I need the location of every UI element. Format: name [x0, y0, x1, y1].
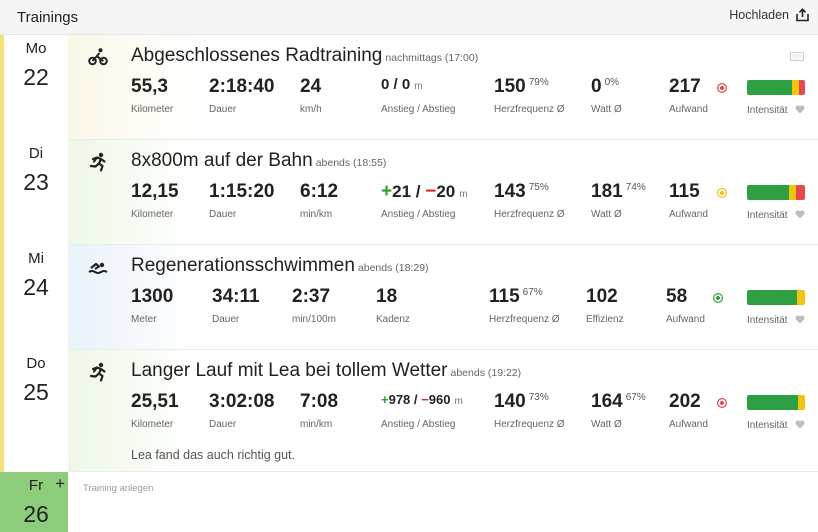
intensity-segment — [747, 80, 793, 95]
metric-watt: 0 0% Watt Ø — [591, 76, 622, 115]
bike-icon — [88, 48, 108, 66]
heart-icon[interactable] — [795, 105, 805, 114]
date-cell[interactable]: Mo 22 — [0, 35, 68, 140]
intensity-segment — [796, 290, 805, 305]
heart-icon[interactable] — [795, 210, 805, 219]
day-row: Di 23 8x800m auf der Bahn abends (18:55) … — [0, 140, 818, 245]
intensity-bar — [747, 80, 805, 95]
training-name[interactable]: Abgeschlossenes Radtraining — [131, 45, 383, 66]
weekday-label: Do — [26, 355, 46, 372]
metric-heart-rate: 150 79% Herzfrequenz Ø — [494, 76, 565, 115]
metric-distance: 1300 Meter — [131, 286, 174, 325]
metric-pace: 6:12 min/km — [300, 181, 339, 220]
training-name[interactable]: 8x800m auf der Bahn — [131, 150, 313, 171]
metric-watt: 181 74% Watt Ø — [591, 181, 646, 220]
metric-elevation: +978 / −960 m Anstieg / Abstieg — [381, 392, 463, 430]
metric-duration: 2:18:40 Dauer — [209, 76, 275, 115]
intensity-segment — [795, 185, 805, 200]
day-number: 24 — [23, 274, 49, 300]
metric-effort: 115 Aufwand — [669, 181, 708, 220]
metric-distance: 25,51 Kilometer — [131, 391, 179, 430]
weekday-label: Mo — [25, 40, 47, 57]
training-comment: Lea fand das auch richtig gut. — [131, 448, 296, 462]
intensity-bar — [747, 185, 805, 200]
effort-indicator-icon — [713, 293, 723, 303]
metric-heart-rate: 140 73% Herzfrequenz Ø — [494, 391, 565, 430]
metric-pace: 2:37 min/100m — [292, 286, 336, 325]
date-cell[interactable]: Do 25 — [0, 350, 68, 472]
training-name[interactable]: Regenerationsschwimmen — [131, 255, 355, 276]
date-cell[interactable]: Mi 24 — [0, 245, 68, 350]
metric-watt: 164 67% Watt Ø — [591, 391, 646, 430]
day-row: Mi 24 Regenerationsschwimmen abends (18:2… — [0, 245, 818, 350]
metric-duration: 34:11 Dauer — [212, 286, 260, 325]
app-header: Trainings Hochladen — [0, 0, 818, 35]
intensity-segment — [747, 185, 789, 200]
intensity-label: Intensität — [747, 315, 788, 326]
metric-cadence: 18 Kadenz — [376, 286, 410, 325]
metric-heart-rate: 115 67% Herzfrequenz Ø — [489, 286, 560, 325]
weekday-label: Mi — [28, 250, 44, 267]
training-card[interactable]: Langer Lauf mit Lea bei tollem Wetter abe… — [68, 350, 818, 472]
day-number: 25 — [23, 379, 49, 405]
intensity-segment — [788, 185, 796, 200]
share-upload-icon — [796, 8, 809, 22]
effort-indicator-icon — [717, 83, 727, 93]
training-card[interactable]: Abgeschlossenes Radtraining nachmittags (… — [68, 35, 818, 140]
keyboard-icon — [790, 52, 804, 61]
metric-duration: 1:15:20 Dauer — [209, 181, 275, 220]
weekday-label: Fr — [28, 477, 44, 494]
training-time: abends (19:22) — [450, 367, 522, 379]
add-training-button[interactable]: + — [55, 474, 65, 493]
metric-duration: 3:02:08 Dauer — [209, 391, 275, 430]
date-cell[interactable]: Di 23 — [0, 140, 68, 245]
day-number: 26 — [23, 501, 49, 527]
upload-button[interactable]: Hochladen — [729, 8, 810, 22]
intensity-segment — [798, 395, 805, 410]
metric-heart-rate: 143 75% Herzfrequenz Ø — [494, 181, 565, 220]
running-icon — [89, 362, 106, 382]
upload-label: Hochladen — [729, 8, 789, 22]
weekday-label: Di — [28, 145, 44, 162]
training-time: nachmittags (17:00) — [385, 52, 479, 64]
metric-pace: 7:08 min/km — [300, 391, 339, 430]
metric-speed: 24 km/h — [300, 76, 322, 115]
swimming-icon — [88, 262, 108, 274]
create-training-link[interactable]: Training anlegen — [83, 483, 154, 494]
intensity-segment — [799, 80, 805, 95]
date-cell[interactable]: Fr 26 + — [0, 472, 68, 532]
effort-indicator-icon — [717, 188, 727, 198]
training-card[interactable]: Regenerationsschwimmen abends (18:29) 130… — [68, 245, 818, 350]
heart-icon[interactable] — [795, 420, 805, 429]
day-row: Mo 22 Abgeschlossenes Radtraining nachmit… — [0, 35, 818, 140]
metric-elevation: 0 / 0 m Anstieg / Abstieg — [381, 76, 456, 115]
metric-elevation: +21 / −20 m Anstieg / Abstieg — [381, 181, 468, 220]
day-number: 22 — [23, 64, 49, 90]
day-row: Do 25 Langer Lauf mit Lea bei tollem Wet… — [0, 350, 818, 472]
training-time: abends (18:55) — [315, 157, 387, 169]
page-title: Trainings — [17, 9, 79, 26]
effort-indicator-icon — [717, 398, 727, 408]
running-icon — [89, 152, 106, 172]
day-row-today: Fr 26 + Training anlegen — [0, 472, 818, 532]
metric-effort: 58 Aufwand — [666, 286, 705, 325]
metric-distance: 12,15 Kilometer — [131, 181, 179, 220]
heart-icon[interactable] — [795, 315, 805, 324]
metric-efficiency: 102 Effizienz — [586, 286, 624, 325]
intensity-label: Intensität — [747, 420, 788, 431]
day-number: 23 — [23, 169, 49, 195]
training-name[interactable]: Langer Lauf mit Lea bei tollem Wetter — [131, 360, 448, 381]
training-card[interactable]: 8x800m auf der Bahn abends (18:55) 12,15 K… — [68, 140, 818, 245]
intensity-segment — [747, 395, 799, 410]
metric-effort: 217 Aufwand — [669, 76, 708, 115]
intensity-bar — [747, 395, 805, 410]
intensity-label: Intensität — [747, 210, 788, 221]
intensity-bar — [747, 290, 805, 305]
intensity-segment — [792, 80, 800, 95]
training-time: abends (18:29) — [357, 262, 429, 274]
intensity-label: Intensität — [747, 105, 788, 116]
intensity-segment — [747, 290, 797, 305]
metric-effort: 202 Aufwand — [669, 391, 708, 430]
metric-distance: 55,3 Kilometer — [131, 76, 174, 115]
